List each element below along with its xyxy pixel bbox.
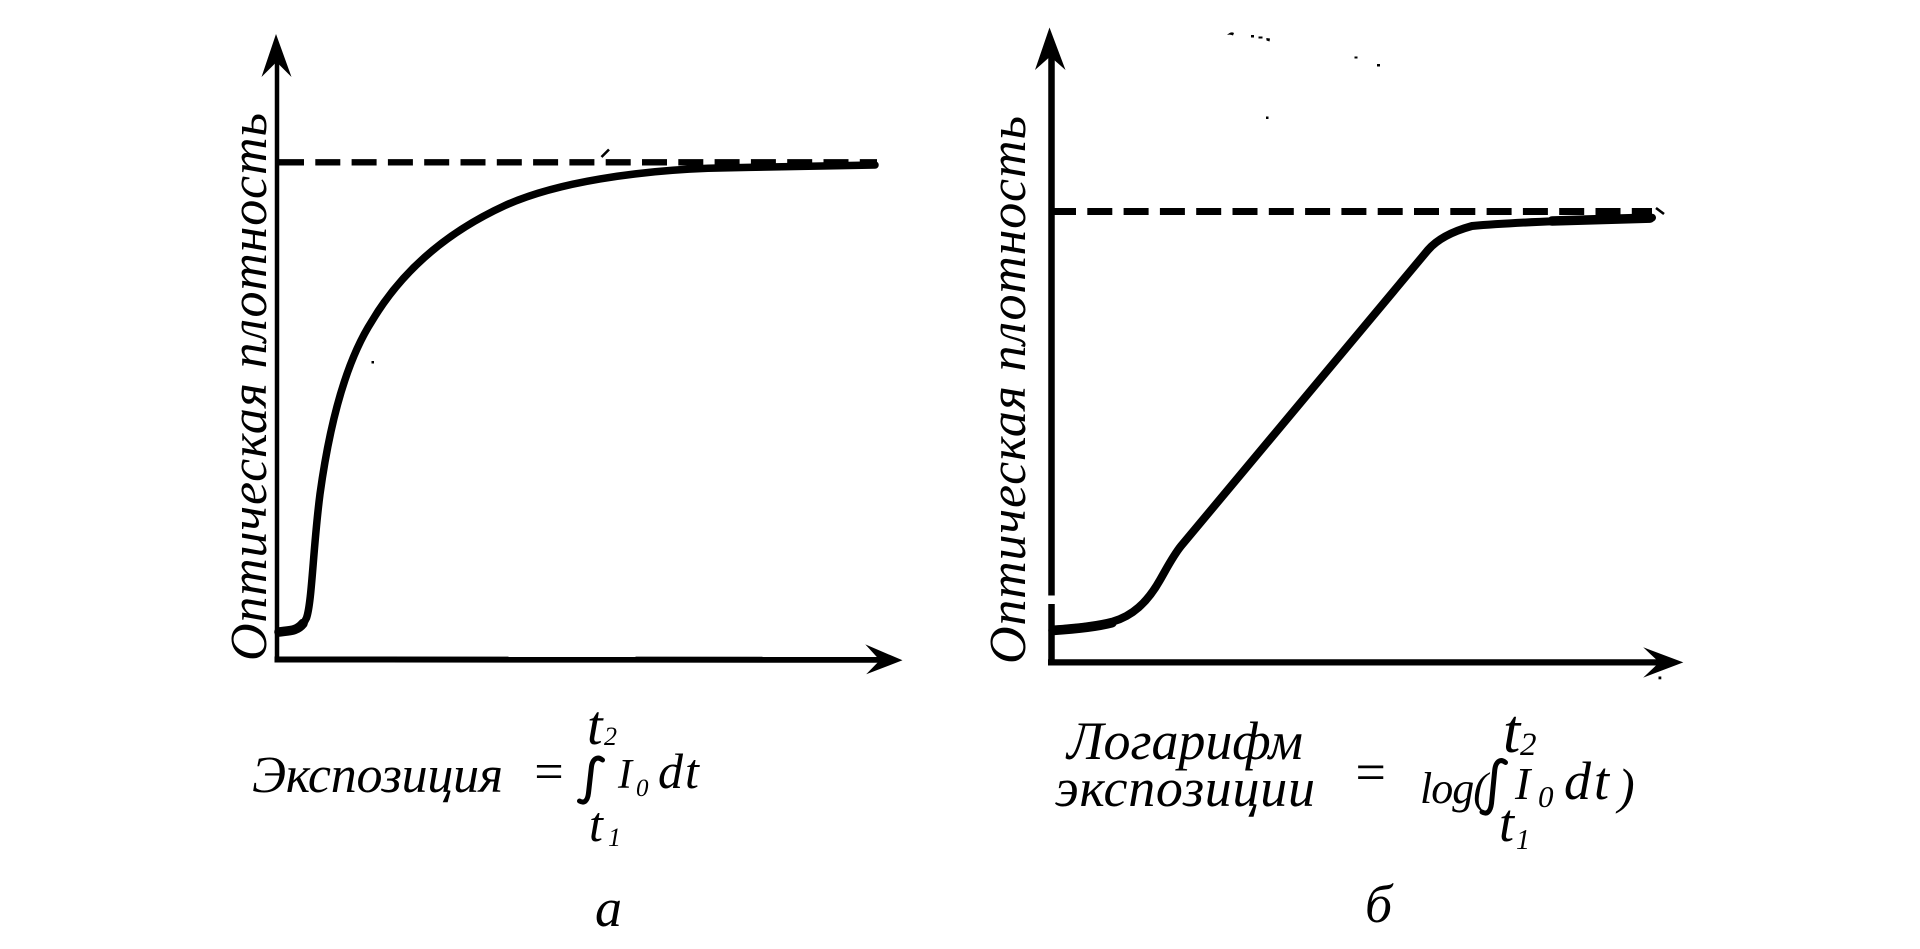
svg-text:экспозиции: экспозиции [1055, 758, 1315, 818]
svg-text:2: 2 [604, 722, 617, 751]
svg-text:Логарифм: Логарифм [1065, 711, 1303, 771]
svg-text:б: б [1365, 874, 1394, 934]
svg-text:t: t [589, 796, 604, 852]
svg-text:=: = [1352, 742, 1388, 802]
svg-text:I: I [617, 752, 634, 798]
svg-text:0: 0 [636, 775, 649, 802]
svg-text:t: t [587, 695, 604, 757]
svg-text:=: = [531, 744, 566, 801]
svg-text:1: 1 [608, 823, 621, 852]
svg-text:Экспозиция: Экспозиция [252, 747, 503, 804]
svg-text:I: I [1514, 758, 1533, 809]
svg-text:log(: log( [1420, 764, 1490, 813]
svg-text:dt: dt [1564, 751, 1612, 811]
svg-text:1: 1 [1516, 825, 1530, 856]
svg-text:0: 0 [1538, 779, 1554, 814]
svg-text:Оптическая плотность: Оптическая плотность [221, 113, 278, 661]
svg-text:): ) [1615, 758, 1635, 814]
svg-text:а: а [595, 878, 622, 938]
svg-text:t: t [1499, 793, 1516, 853]
svg-text:t: t [1503, 698, 1522, 766]
svg-text:2: 2 [1520, 727, 1537, 763]
svg-text:Оптическая плотность: Оптическая плотность [980, 116, 1037, 664]
svg-text:dt: dt [658, 743, 701, 799]
